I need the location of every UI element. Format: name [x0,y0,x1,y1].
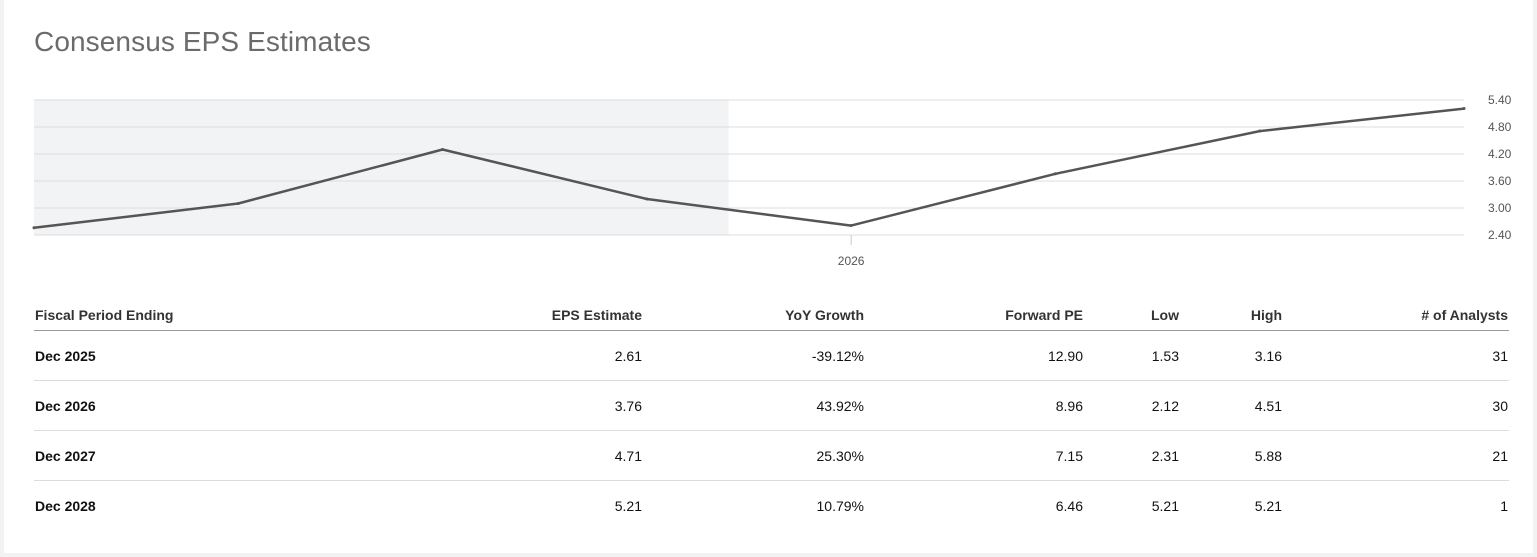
cell-high: 5.21 [1254,497,1282,514]
y-tick-label: 4.20 [1488,147,1512,161]
cell-yoy-growth: 25.30% [643,430,865,481]
eps-data-point [849,224,853,228]
header-yoy-growth[interactable]: YoY Growth [643,300,865,331]
cell-high: 5.88 [1180,430,1283,481]
historical-shade [34,100,729,235]
cell-analysts: 21 [1283,430,1509,481]
cell-yoy-growth: 10.79% [816,497,864,514]
eps-data-point [32,226,36,230]
cell-eps-estimate: 5.21 [614,497,642,514]
cell-low: 2.31 [1084,430,1180,481]
y-tick-label: 2.40 [1488,228,1512,242]
y-tick-label: 3.60 [1488,174,1512,188]
cell-low: 5.21 [1151,497,1179,514]
cell-low: 2.12 [1084,380,1180,431]
y-tick-label: 3.00 [1488,201,1512,215]
header-forward-pe[interactable]: Forward PE [865,300,1084,331]
y-tick-label: 5.40 [1488,93,1512,107]
cell-high: 4.51 [1180,380,1283,431]
cell-analysts: 30 [1283,380,1509,431]
header-analysts[interactable]: # of Analysts [1283,300,1509,331]
cell-forward-pe: 7.15 [865,430,1084,481]
header-fiscal-period[interactable]: Fiscal Period Ending [34,300,194,331]
header-low[interactable]: Low [1084,300,1180,331]
cell-yoy-growth: 43.92% [643,380,865,431]
cell-forward-pe: 8.96 [865,380,1084,431]
table-row: Dec 2028 5.21 10.79% 6.46 5.21 5.21 1 [34,481,1509,531]
cell-analysts: 1 [1500,497,1508,514]
section-title: Consensus EPS Estimates [34,26,371,57]
table-row: Dec 2025 2.61 -39.12% 12.90 1.53 3.16 31 [34,330,1509,381]
header-high[interactable]: High [1180,300,1283,331]
cell-low: 1.53 [1084,330,1180,381]
x-tick-label: 2026 [838,254,865,268]
table-row: Dec 2027 4.71 25.30% 7.15 2.31 5.88 21 [34,430,1509,481]
cell-yoy-growth: -39.12% [643,330,865,381]
header-eps-estimate[interactable]: EPS Estimate [194,300,643,331]
y-tick-label: 4.80 [1488,120,1512,134]
cell-fiscal-period: Dec 2028 [35,497,96,514]
cell-forward-pe: 12.90 [865,330,1084,381]
cell-eps-estimate: 2.61 [194,330,643,381]
cell-high: 3.16 [1180,330,1283,381]
cell-eps-estimate: 3.76 [194,380,643,431]
eps-estimates-table: Fiscal Period Ending EPS Estimate YoY Gr… [34,300,1509,530]
eps-data-point [441,148,445,151]
cell-eps-estimate: 4.71 [194,430,643,481]
eps-data-point [1462,107,1466,111]
eps-data-point [645,197,649,201]
eps-data-point [1053,172,1057,176]
eps-estimates-card: Consensus EPS Estimates 2.40 3.00 3.60 4.20… [4,0,1533,553]
eps-line-chart: 2.40 3.00 3.60 4.20 4.80 5.40 2026 [32,93,1512,268]
cell-fiscal-period: Dec 2026 [34,380,194,431]
cell-forward-pe: 6.46 [1055,497,1083,514]
eps-series-line [33,107,1465,230]
table-row: Dec 2026 3.76 43.92% 8.96 2.12 4.51 30 [34,380,1509,431]
eps-data-point [1258,129,1262,133]
cell-fiscal-period: Dec 2027 [34,430,194,481]
cell-fiscal-period: Dec 2025 [34,330,194,381]
cell-analysts: 31 [1283,330,1509,381]
eps-data-point [236,202,240,205]
table-header-row: Fiscal Period Ending EPS Estimate YoY Gr… [34,300,1509,331]
